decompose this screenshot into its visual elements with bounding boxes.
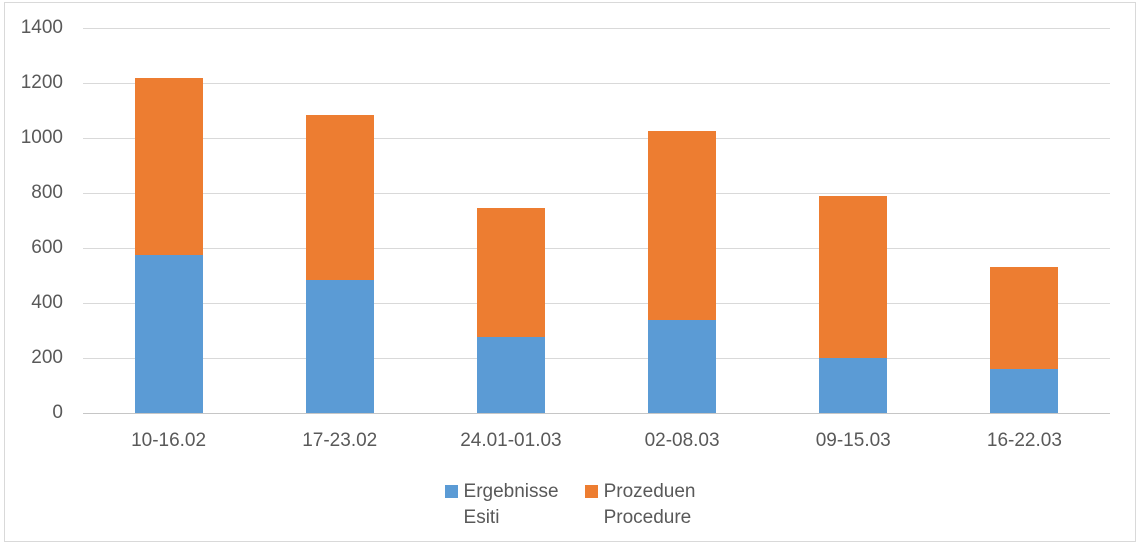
bar-segment-prozeduen bbox=[648, 131, 717, 320]
x-tick-label: 09-15.03 bbox=[815, 430, 891, 451]
gridline bbox=[83, 247, 1110, 249]
plot-area bbox=[83, 27, 1110, 414]
y-tick-label: 600 bbox=[31, 237, 63, 258]
x-tick-label: 10-16.02 bbox=[131, 430, 207, 451]
legend-swatch-icon bbox=[584, 485, 598, 498]
y-tick-label: 1000 bbox=[20, 127, 63, 148]
bar-10-16.02 bbox=[134, 77, 203, 413]
y-tick-label: 0 bbox=[52, 402, 63, 423]
bar-segment-ergebnisse bbox=[134, 254, 203, 413]
gridline bbox=[83, 137, 1110, 139]
x-tick-label: 24.01-01.03 bbox=[460, 430, 562, 451]
bar-segment-prozeduen bbox=[305, 114, 374, 280]
gridline bbox=[83, 192, 1110, 194]
legend-label: Ergebnisse Esiti bbox=[463, 481, 559, 528]
bar-segment-prozeduen bbox=[476, 208, 545, 338]
y-tick-label: 400 bbox=[31, 292, 63, 313]
legend-swatch-icon bbox=[444, 485, 458, 498]
bar-24.01-01.03 bbox=[476, 208, 545, 413]
gridline bbox=[83, 82, 1110, 84]
bar-segment-prozeduen bbox=[990, 267, 1059, 369]
x-tick-label: 02-08.03 bbox=[644, 430, 720, 451]
legend-label: Prozeduen Procedure bbox=[603, 481, 696, 528]
bar-17-23.02 bbox=[305, 114, 374, 413]
gridline bbox=[83, 27, 1110, 29]
bar-segment-prozeduen bbox=[819, 195, 888, 358]
bar-segment-prozeduen bbox=[134, 77, 203, 255]
x-tick-label: 17-23.02 bbox=[302, 430, 378, 451]
bar-02-08.03 bbox=[648, 131, 717, 413]
bar-09-15.03 bbox=[819, 195, 888, 413]
legend-item-ergebnisse: Ergebnisse Esiti bbox=[444, 479, 559, 531]
gridline bbox=[83, 302, 1110, 304]
y-tick-label: 200 bbox=[31, 347, 63, 368]
bar-segment-ergebnisse bbox=[990, 369, 1059, 413]
x-tick-label: 16-22.03 bbox=[986, 430, 1062, 451]
bar-16-22.03 bbox=[990, 267, 1059, 413]
bar-segment-ergebnisse bbox=[648, 319, 717, 413]
legend-item-prozeduen: Prozeduen Procedure bbox=[584, 479, 696, 531]
bar-segment-ergebnisse bbox=[819, 358, 888, 413]
x-axis-line bbox=[83, 412, 1110, 414]
y-tick-label: 800 bbox=[31, 182, 63, 203]
y-tick-label: 1400 bbox=[20, 17, 63, 38]
gridline bbox=[83, 357, 1110, 359]
bar-segment-ergebnisse bbox=[476, 337, 545, 413]
legend: Ergebnisse Esiti Prozeduen Procedure bbox=[0, 479, 1140, 531]
bar-segment-ergebnisse bbox=[305, 279, 374, 413]
y-tick-label: 1200 bbox=[20, 72, 63, 93]
